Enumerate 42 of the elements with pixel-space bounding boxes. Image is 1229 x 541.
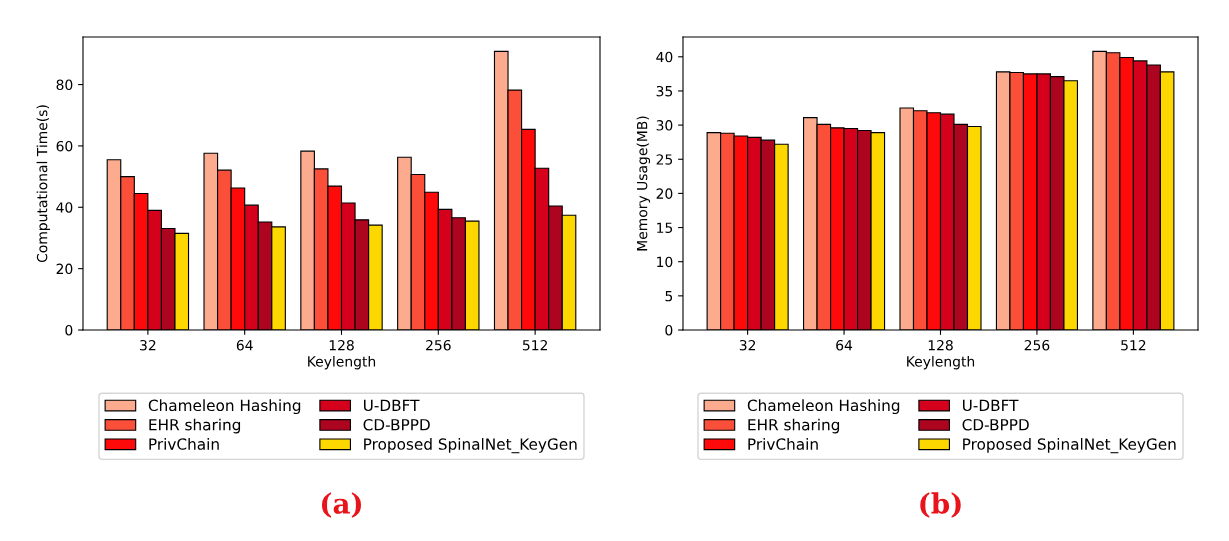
y-tick-label: 80	[56, 79, 73, 91]
y-tick-label: 10	[657, 256, 673, 268]
y-tick-label: 25	[656, 154, 673, 165]
y-tick-label: 15	[657, 222, 673, 234]
x-tick-label: 128	[928, 339, 953, 351]
x-tick-label: 512	[1121, 339, 1146, 351]
y-tick-label: 20	[656, 188, 673, 199]
legend-label: EHR sharing	[748, 418, 840, 434]
legend-label: Chameleon Hashing	[148, 399, 301, 415]
y-tick-label: 0	[65, 324, 73, 336]
legend-label: CD-BPPD	[962, 418, 1029, 431]
legend-label: Proposed SpinalNet_KeyGen	[364, 438, 577, 454]
x-tick-label: 128	[329, 339, 354, 351]
legend-label: Chameleon Hashing	[747, 399, 900, 415]
x-axis-title: Keylength	[907, 355, 975, 370]
y-tick-label: 40	[656, 51, 673, 63]
legend-label: PrivChain	[748, 438, 818, 450]
text: (b)	[920, 492, 961, 518]
y-tick-label: 35	[656, 85, 673, 97]
y-tick-label: 60	[56, 140, 73, 152]
y-axis-title: Computational Time(s)	[36, 105, 51, 263]
x-tick-label: 256	[426, 339, 451, 351]
legend-label: PrivChain	[149, 438, 219, 450]
y-tick-label: 5	[665, 291, 673, 302]
text: (a)	[321, 492, 361, 518]
y-tick-label: 40	[56, 202, 73, 213]
x-tick-label: 512	[522, 339, 547, 351]
x-axis-title: Keylength	[308, 355, 376, 370]
x-tick-label: 256	[1024, 339, 1050, 351]
legend-label: Proposed SpinalNet_KeyGen	[963, 438, 1176, 454]
y-tick-label: 30	[656, 120, 673, 131]
y-tick-label: 0	[665, 324, 673, 336]
legend-label: EHR sharing	[149, 418, 241, 434]
x-tick-label: 64	[236, 339, 253, 351]
x-tick-label: 32	[739, 339, 756, 351]
x-tick-label: 32	[140, 339, 156, 351]
y-axis-title: Memory Usage(MB)	[636, 116, 651, 251]
legend-label: CD-BPPD	[363, 418, 430, 431]
legend-label: U-DBFT	[962, 399, 1019, 412]
legend-label: U-DBFT	[363, 399, 420, 412]
y-tick-label: 20	[56, 263, 73, 275]
x-tick-label: 64	[836, 339, 853, 351]
